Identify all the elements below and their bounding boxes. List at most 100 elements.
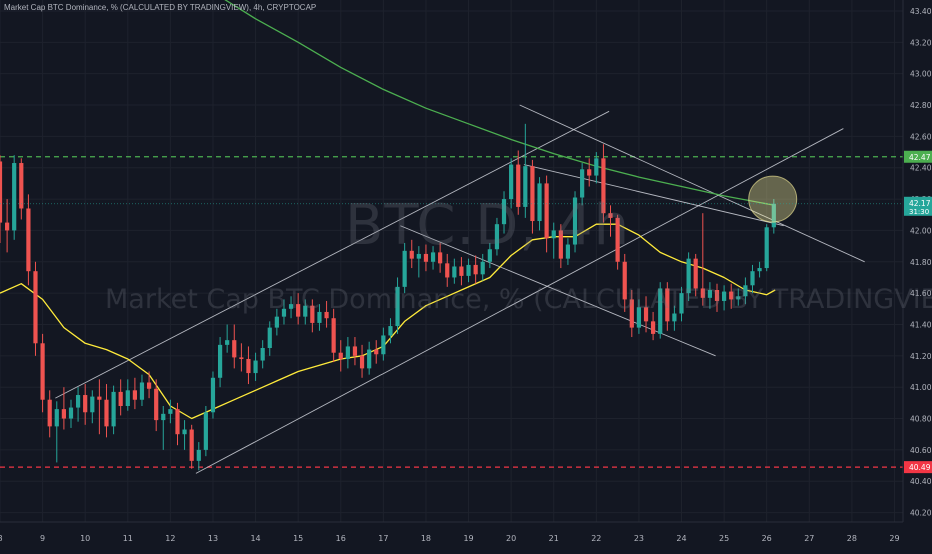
x-tick-label: 10	[80, 534, 90, 543]
fast-moving-average-line	[0, 223, 776, 420]
candle-body	[359, 355, 365, 369]
candle	[771, 199, 776, 234]
candle	[210, 371, 216, 419]
x-tick-label: 14	[250, 534, 260, 543]
candle	[33, 261, 38, 356]
candle	[338, 340, 343, 372]
candle-body	[189, 429, 194, 461]
candle	[260, 340, 265, 369]
candle-body	[288, 304, 294, 309]
candle	[83, 384, 88, 425]
candle	[672, 305, 677, 331]
candle-body	[665, 288, 670, 322]
candle-body	[338, 352, 343, 359]
candle-body	[175, 409, 180, 435]
candles	[0, 123, 776, 471]
candle	[303, 299, 308, 325]
candle-body	[757, 268, 762, 272]
y-tick-label: 41.80	[910, 258, 932, 267]
x-tick-label: 12	[165, 534, 175, 543]
candle-body	[764, 227, 769, 269]
y-tick-label: 42.40	[910, 164, 932, 173]
candle	[90, 390, 95, 424]
trendlines[interactable]	[55, 104, 865, 474]
candle-body	[281, 308, 287, 317]
candle-body	[203, 412, 208, 450]
candle-body	[324, 311, 329, 319]
candle	[629, 290, 634, 338]
candle	[40, 333, 45, 413]
candle	[196, 442, 201, 471]
x-tick-label: 18	[421, 534, 431, 543]
chart-title: Market Cap BTC Dominance, % (CALCULATED …	[4, 3, 317, 12]
candle	[359, 344, 365, 378]
time-axis[interactable]	[0, 522, 903, 550]
x-tick-label: 26	[762, 534, 772, 543]
candle	[75, 387, 81, 422]
candle-body	[509, 164, 514, 200]
candle	[345, 337, 350, 369]
candle	[537, 177, 542, 231]
candle-body	[743, 285, 748, 297]
resistance-price-tag	[904, 150, 932, 163]
candle	[189, 424, 194, 469]
candle-body	[729, 291, 734, 300]
candle	[509, 158, 514, 209]
candle-body	[303, 305, 308, 317]
candle	[203, 406, 208, 457]
candle	[722, 285, 727, 311]
candle	[239, 343, 244, 372]
candle-body	[345, 346, 350, 359]
candle	[736, 288, 741, 306]
x-tick-label: 20	[506, 534, 516, 543]
candle	[374, 340, 379, 364]
candle	[707, 282, 713, 309]
candle-body	[352, 346, 358, 356]
last-price-tag	[904, 196, 932, 216]
candle-body	[388, 326, 393, 336]
candle-body	[210, 377, 216, 413]
y-tick-label: 42.80	[910, 101, 932, 110]
candle-body	[544, 183, 549, 239]
candle	[161, 406, 166, 450]
highlight-annotation[interactable]	[748, 175, 798, 223]
price-axis[interactable]	[903, 0, 932, 550]
candle-body	[374, 349, 379, 355]
candle	[395, 277, 400, 334]
candle-body	[225, 340, 230, 345]
candle	[388, 318, 393, 344]
candle-body	[459, 266, 464, 276]
candle-body	[466, 264, 471, 276]
candle	[47, 390, 52, 438]
highlight-circle[interactable]	[748, 175, 798, 223]
candle	[700, 213, 705, 306]
x-tick-label: 21	[549, 534, 559, 543]
candle-body	[438, 252, 443, 264]
x-tick-label: 16	[336, 534, 346, 543]
candle-body	[196, 449, 201, 461]
y-tick-label: 40.60	[910, 446, 932, 455]
y-tick-label: 42.00	[910, 226, 932, 235]
x-tick-label: 28	[847, 534, 857, 543]
candle	[217, 337, 223, 388]
candle-body	[267, 327, 272, 348]
candle	[558, 224, 563, 269]
candle	[182, 420, 187, 450]
y-tick-label: 40.80	[910, 415, 932, 424]
y-tick-label: 43.20	[910, 38, 932, 47]
candle-body	[125, 390, 130, 406]
candle	[402, 242, 407, 294]
candle-body	[423, 253, 429, 262]
horizontal-levels[interactable]	[0, 156, 903, 468]
candle	[729, 283, 734, 309]
candle	[430, 246, 436, 270]
candle	[572, 191, 578, 253]
candle-body	[530, 166, 535, 222]
candle	[97, 379, 102, 435]
candle-body	[395, 286, 400, 327]
candle-body	[643, 307, 649, 322]
y-tick-label: 41.40	[910, 320, 932, 329]
